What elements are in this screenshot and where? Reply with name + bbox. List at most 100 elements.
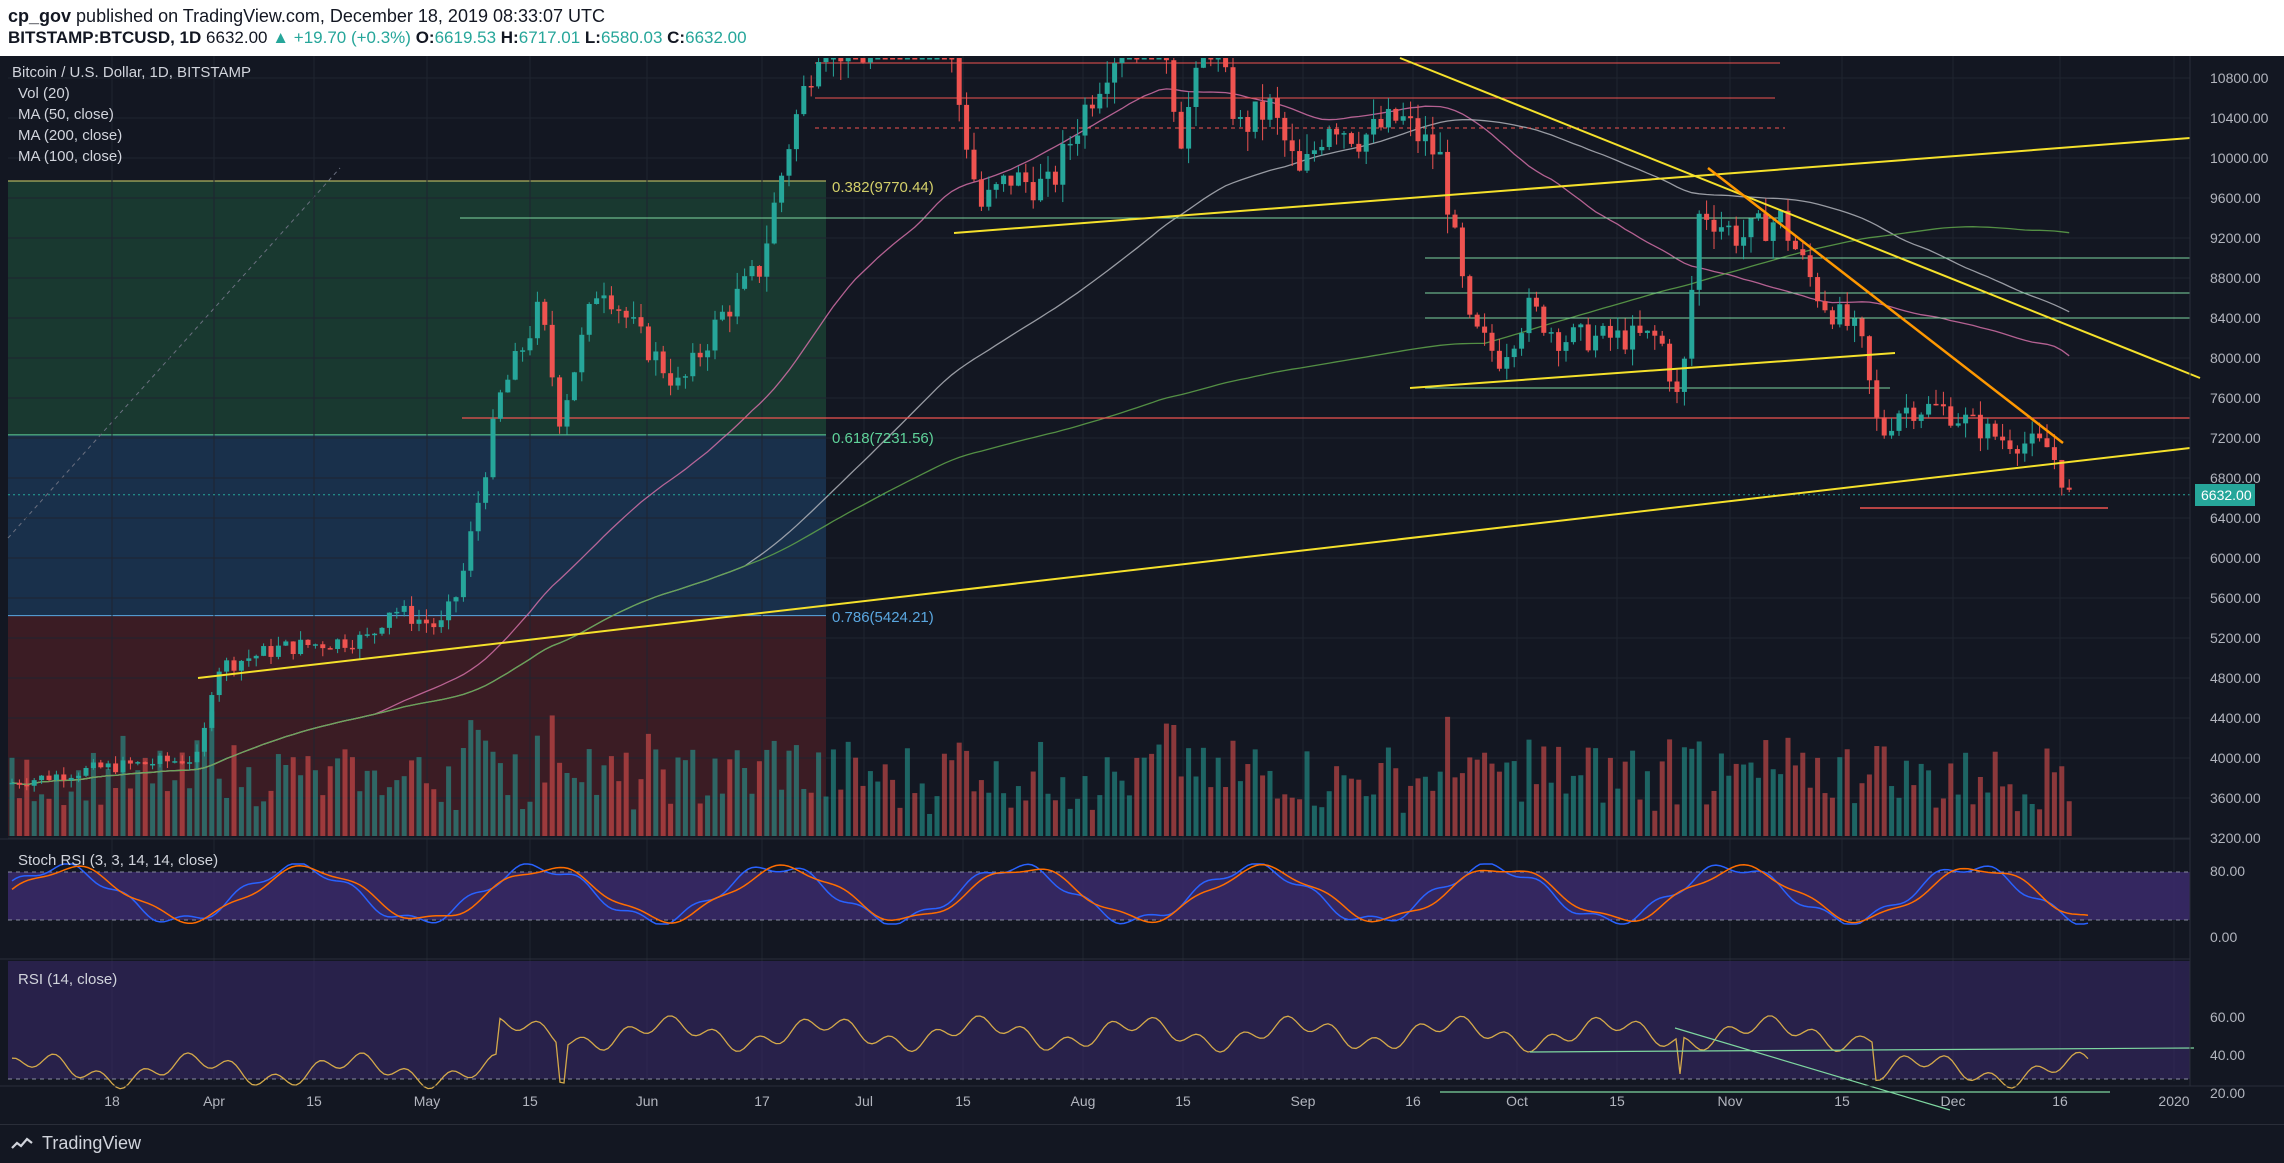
stoch-rsi-label: Stoch RSI (3, 3, 14, 14, close) bbox=[18, 852, 218, 869]
volume-bar bbox=[1718, 753, 1724, 836]
candle-body bbox=[1733, 225, 1739, 246]
tradingview-logo[interactable]: TradingView bbox=[10, 1133, 141, 1154]
volume-bar bbox=[1134, 757, 1140, 836]
candle-body bbox=[401, 605, 407, 612]
candle-body bbox=[2044, 438, 2050, 448]
chart-area[interactable]: 10800.00 10400.00 10000.00 9600.00 9200.00 88… bbox=[0, 56, 2284, 1137]
volume-bar bbox=[719, 793, 725, 836]
volume-bar bbox=[1763, 740, 1769, 836]
volume-bar bbox=[1570, 775, 1576, 836]
volume-bar bbox=[1474, 759, 1480, 836]
candle-body bbox=[1126, 58, 1132, 60]
candle-body bbox=[927, 58, 933, 60]
volume-bar bbox=[1304, 751, 1310, 836]
candle-body bbox=[1866, 336, 1872, 381]
candle-body bbox=[1371, 118, 1377, 135]
volume-bar bbox=[638, 779, 644, 836]
volume-bar bbox=[742, 768, 748, 836]
open-value: 6619.53 bbox=[434, 28, 497, 47]
volume-bar bbox=[549, 715, 555, 836]
candle-body bbox=[1970, 414, 1976, 417]
volume-bar bbox=[1807, 787, 1813, 836]
author-name[interactable]: cp_gov bbox=[8, 6, 72, 26]
ma200-line bbox=[11, 226, 2070, 786]
volume-bar bbox=[98, 804, 104, 836]
candle-body bbox=[24, 784, 30, 787]
candle-body bbox=[631, 317, 637, 319]
candle-body bbox=[1659, 335, 1665, 344]
volume-bar bbox=[1038, 741, 1044, 836]
candle-body bbox=[1141, 58, 1147, 60]
chart-svg[interactable]: 10800.00 10400.00 10000.00 9600.00 9200.00 88… bbox=[0, 56, 2284, 1137]
y-tick-label: 10000.00 bbox=[2210, 150, 2269, 166]
volume-bar bbox=[675, 757, 681, 836]
volume-bar bbox=[1163, 723, 1169, 836]
candle-body bbox=[1408, 116, 1414, 119]
candle-body bbox=[712, 319, 718, 351]
volume-bar bbox=[1533, 784, 1539, 836]
candle-body bbox=[1807, 255, 1813, 278]
symbol[interactable]: BITSTAMP:BTCUSD, 1D bbox=[8, 28, 202, 47]
candle-body bbox=[216, 671, 222, 696]
candle-body bbox=[1097, 93, 1103, 109]
volume-bar bbox=[1837, 757, 1843, 836]
candle-body bbox=[1400, 116, 1406, 121]
candle-body bbox=[150, 763, 156, 766]
candle-body bbox=[357, 634, 363, 649]
candle-body bbox=[1585, 324, 1591, 351]
candle-body bbox=[564, 400, 570, 427]
candle-body bbox=[934, 58, 940, 60]
volume-bar bbox=[127, 788, 133, 836]
volume-bar bbox=[179, 752, 185, 836]
volume-bar bbox=[1792, 765, 1798, 836]
rsi-tick: 60.00 bbox=[2210, 1009, 2245, 1025]
y-tick-label: 6000.00 bbox=[2210, 550, 2261, 566]
volume-bar bbox=[2044, 748, 2050, 836]
volume-bar bbox=[1970, 804, 1976, 836]
candle-body bbox=[2059, 459, 2065, 488]
candle-body bbox=[1615, 330, 1621, 338]
candle-body bbox=[1319, 146, 1325, 151]
candle-body bbox=[275, 645, 281, 657]
x-tick-label: 16 bbox=[1405, 1093, 1421, 1109]
volume-bar bbox=[512, 754, 518, 836]
fib-0382-label: 0.382(9770.44) bbox=[832, 179, 934, 196]
stoch-k-line bbox=[11, 863, 2089, 925]
candle-body bbox=[542, 301, 548, 325]
volume-bar bbox=[1489, 763, 1495, 836]
volume-bar bbox=[1940, 798, 1946, 836]
volume-bar bbox=[497, 763, 503, 836]
candle-body bbox=[364, 634, 370, 636]
candle-body bbox=[1149, 58, 1155, 60]
volume-bar bbox=[483, 740, 489, 836]
candle-body bbox=[290, 641, 296, 655]
candle-body bbox=[1467, 276, 1473, 315]
volume-bar bbox=[1689, 748, 1695, 836]
x-tick-label: 16 bbox=[2052, 1093, 2068, 1109]
volume-bar bbox=[564, 772, 570, 836]
volume-bar bbox=[1615, 788, 1621, 836]
volume-bar bbox=[853, 757, 859, 836]
volume-bar bbox=[1526, 739, 1532, 836]
volume-bar bbox=[1585, 747, 1591, 836]
volume-bar bbox=[579, 782, 585, 836]
candle-body bbox=[2029, 433, 2035, 444]
candle-body bbox=[438, 620, 444, 628]
candle-body bbox=[1992, 423, 1998, 437]
volume-bar bbox=[608, 756, 614, 836]
candle-body bbox=[423, 619, 429, 624]
candle-body bbox=[39, 775, 45, 781]
volume-bar bbox=[386, 787, 392, 836]
volume-bar bbox=[1748, 762, 1754, 836]
candle-body bbox=[209, 695, 215, 728]
y-tick-label: 9600.00 bbox=[2210, 190, 2261, 206]
candle-body bbox=[860, 58, 866, 63]
candle-body bbox=[1652, 330, 1658, 336]
candle-body bbox=[571, 372, 577, 401]
candle-body bbox=[1955, 423, 1961, 426]
candle-body bbox=[1311, 150, 1317, 155]
volume-bar bbox=[39, 794, 45, 836]
volume-bar bbox=[194, 740, 200, 836]
candle-body bbox=[1637, 325, 1643, 333]
volume-bar bbox=[1829, 797, 1835, 836]
